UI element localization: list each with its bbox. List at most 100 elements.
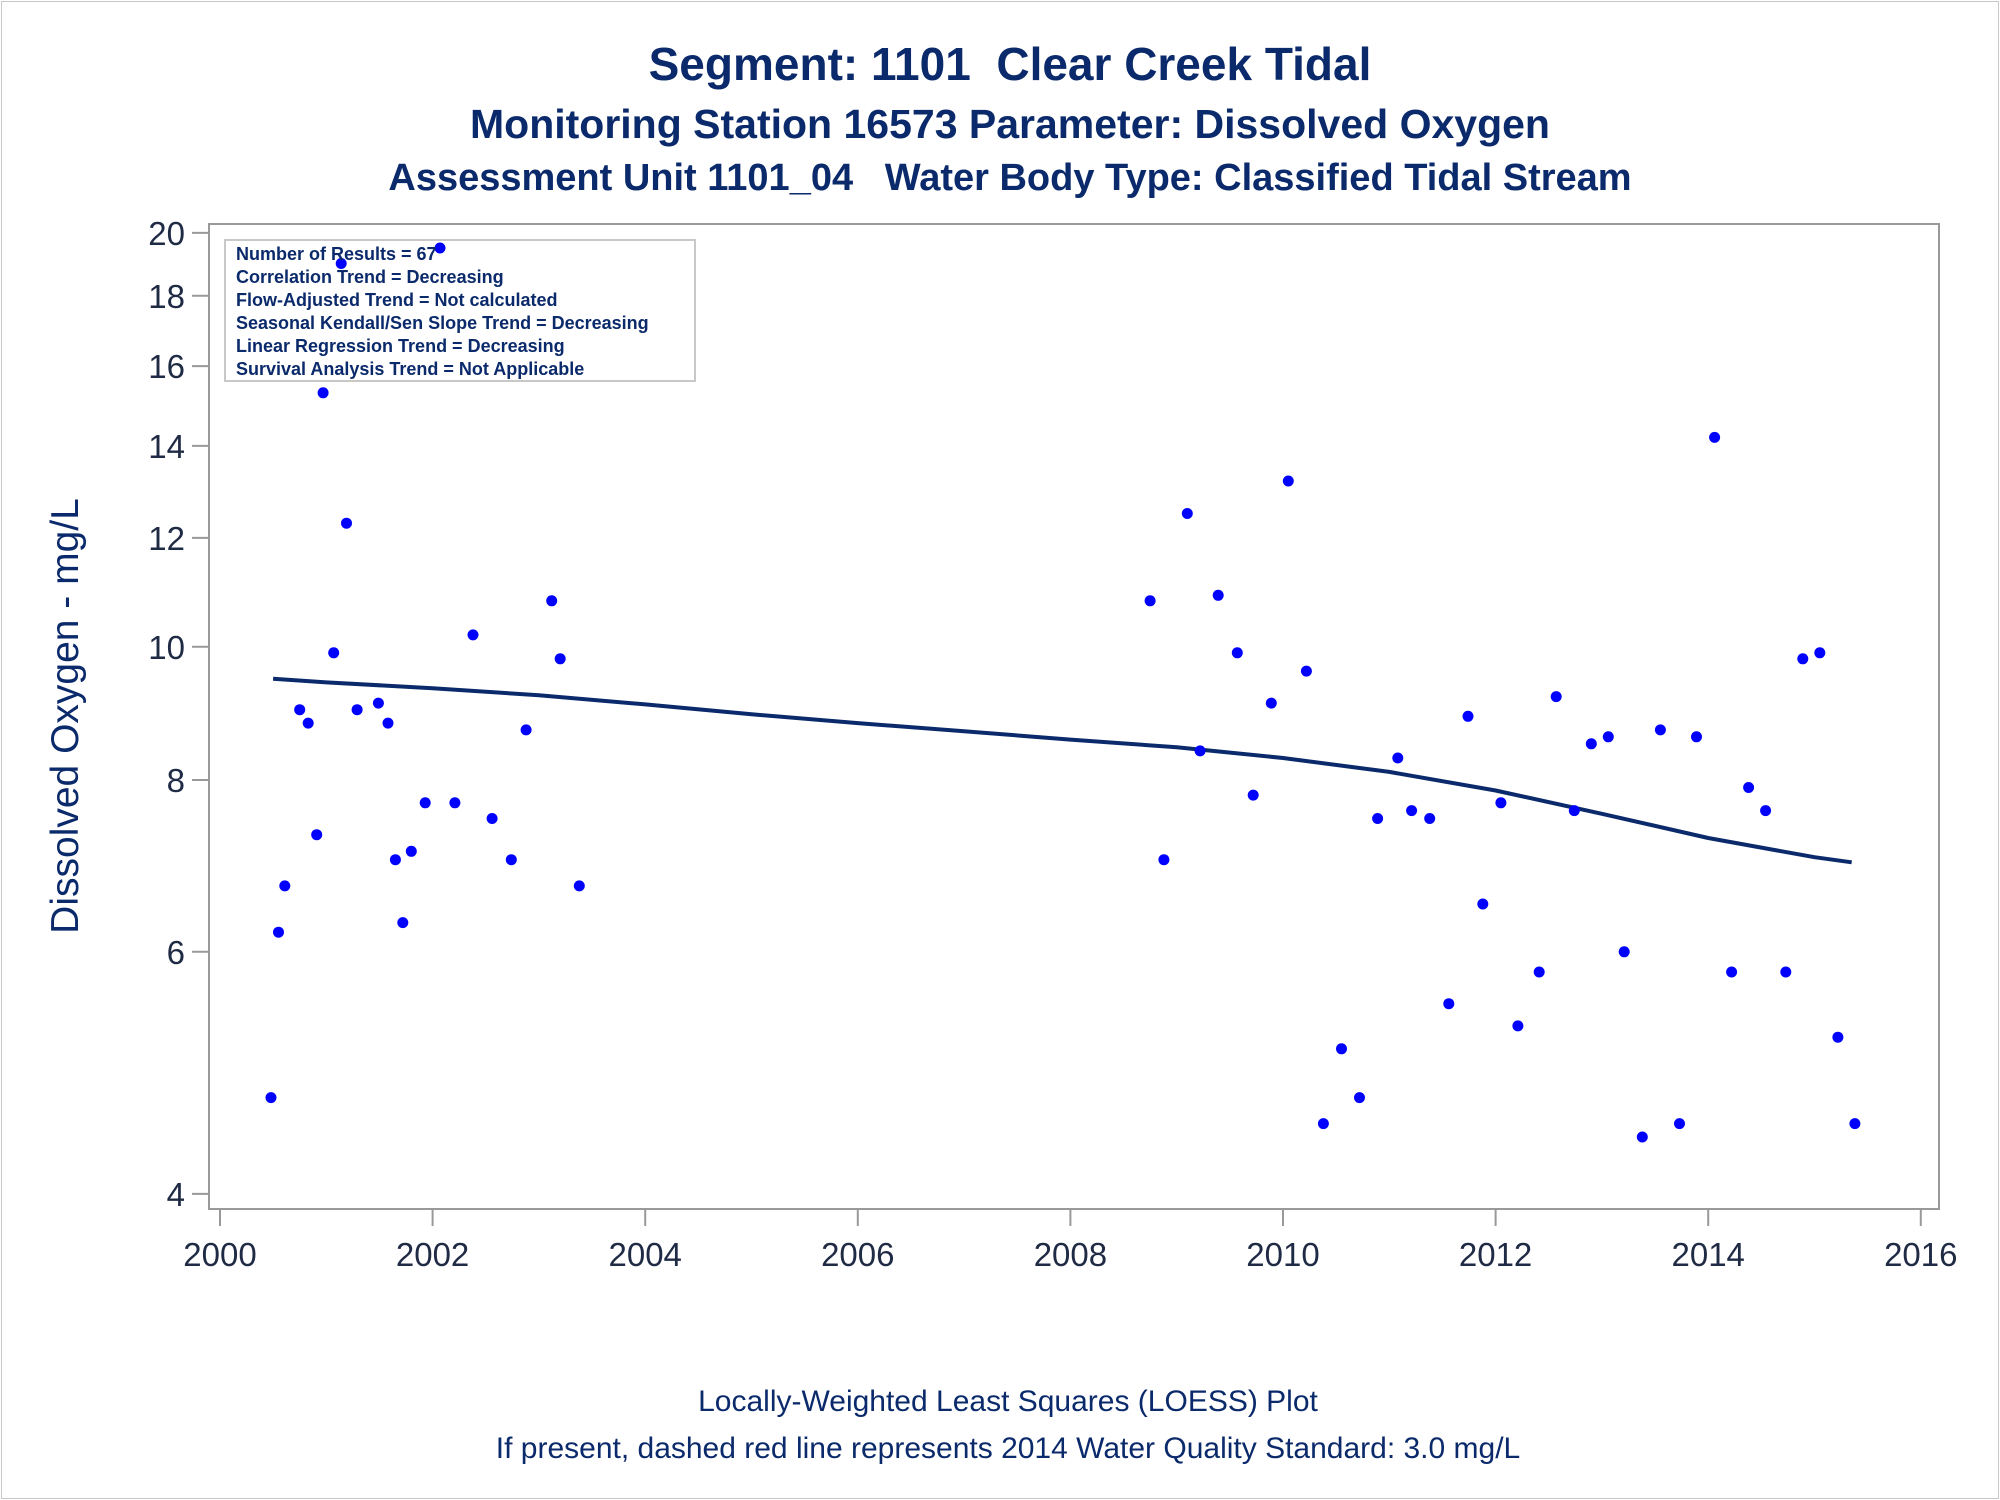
data-point xyxy=(1602,731,1614,743)
data-point xyxy=(1512,1020,1524,1032)
data-point xyxy=(1265,697,1277,709)
x-tick-label: 2010 xyxy=(1246,1236,1319,1273)
data-point xyxy=(1477,898,1489,910)
inset-line-flow: Flow-Adjusted Trend = Not calculated xyxy=(236,290,558,310)
data-point xyxy=(1585,738,1597,750)
x-tick-label: 2008 xyxy=(1034,1236,1107,1273)
data-point xyxy=(335,258,347,269)
data-point xyxy=(294,704,306,716)
y-tick-label: 10 xyxy=(148,629,185,666)
data-point xyxy=(1832,1031,1844,1043)
inset-line-correlation: Correlation Trend = Decreasing xyxy=(236,267,504,287)
data-point xyxy=(328,647,340,659)
data-point xyxy=(1247,789,1259,801)
data-point xyxy=(311,829,323,841)
data-point xyxy=(520,724,532,736)
data-point xyxy=(1462,710,1474,722)
data-point xyxy=(1354,1092,1365,1104)
data-point xyxy=(1495,797,1507,809)
y-tick-label: 20 xyxy=(148,215,185,252)
y-tick-label: 16 xyxy=(148,348,185,385)
chart-subtitle-2: Assessment Unit 1101_04 Water Body Type:… xyxy=(388,157,1631,199)
data-point xyxy=(1181,508,1193,519)
x-tick-label: 2002 xyxy=(396,1236,469,1273)
data-point xyxy=(351,704,363,716)
data-point xyxy=(1194,745,1206,757)
data-point xyxy=(419,797,431,809)
data-point xyxy=(1550,691,1562,703)
data-point xyxy=(1443,998,1455,1010)
data-point xyxy=(546,595,558,607)
data-point xyxy=(1814,647,1826,659)
data-point xyxy=(1317,1118,1329,1130)
data-point xyxy=(1300,665,1312,677)
footnote-loess: Locally-Weighted Least Squares (LOESS) P… xyxy=(698,1385,1318,1418)
data-point xyxy=(1533,966,1545,978)
stats-inset-box xyxy=(224,239,696,382)
data-point xyxy=(434,242,446,254)
data-point xyxy=(1158,854,1170,866)
x-tick-label: 2006 xyxy=(821,1236,894,1273)
inset-line-results: Number of Results = 67 xyxy=(236,244,437,264)
loess-layer xyxy=(272,676,1852,865)
footnote-standard: If present, dashed red line represents 2… xyxy=(496,1432,1520,1465)
data-point xyxy=(1406,805,1418,817)
inset-line-survival: Survival Analysis Trend = Not Applicable xyxy=(236,359,584,379)
data-point xyxy=(265,1092,277,1104)
data-point xyxy=(1709,431,1721,443)
data-point xyxy=(1636,1131,1648,1143)
y-axis-ticks: 4 6 8 10 12 14 16 18 20 xyxy=(148,215,209,1213)
y-tick-label: 12 xyxy=(148,520,185,557)
data-point xyxy=(397,917,409,929)
inset-line-seasonal: Seasonal Kendall/Sen Slope Trend = Decre… xyxy=(236,313,649,333)
y-tick-label: 8 xyxy=(167,762,185,799)
data-point xyxy=(389,854,401,866)
data-point xyxy=(382,717,394,729)
data-point xyxy=(1691,731,1702,743)
y-tick-label: 18 xyxy=(148,278,185,315)
inset-line-regression: Linear Regression Trend = Decreasing xyxy=(236,336,565,356)
x-tick-label: 2016 xyxy=(1884,1236,1957,1273)
data-point xyxy=(302,717,314,729)
data-point xyxy=(273,926,284,938)
data-point xyxy=(467,629,479,641)
data-point xyxy=(1654,724,1666,736)
data-point xyxy=(1336,1043,1347,1055)
plot-area xyxy=(208,223,1940,1210)
data-point xyxy=(1618,946,1630,958)
data-point xyxy=(554,653,566,665)
data-point xyxy=(1144,595,1156,607)
data-point xyxy=(486,813,498,824)
data-point xyxy=(317,387,329,399)
data-point xyxy=(1849,1118,1861,1130)
data-point xyxy=(1797,653,1809,665)
y-tick-label: 14 xyxy=(148,428,185,465)
points-layer xyxy=(265,242,1861,1143)
data-point xyxy=(372,697,384,709)
y-axis-label: Dissolved Oxygen - mg/L xyxy=(44,498,87,934)
data-point xyxy=(1674,1118,1685,1130)
data-point xyxy=(405,845,417,857)
x-axis-ticks: 2000 2002 2004 2006 2008 2010 2012 2014 2016 xyxy=(183,1209,1958,1273)
y-tick-label: 6 xyxy=(167,934,185,971)
data-point xyxy=(1392,752,1404,764)
chart-subtitle: Monitoring Station 16573 Parameter: Diss… xyxy=(470,101,1550,147)
data-point xyxy=(1372,813,1384,824)
x-tick-label: 2012 xyxy=(1459,1236,1532,1273)
stats-inset: Number of Results = 67 Correlation Trend… xyxy=(224,239,696,382)
x-tick-label: 2000 xyxy=(183,1236,256,1273)
chart-title: Segment: 1101 Clear Creek Tidal xyxy=(649,38,1372,90)
data-point xyxy=(341,517,352,529)
data-point xyxy=(1726,966,1738,978)
data-point xyxy=(1743,782,1755,793)
y-tick-label: 4 xyxy=(167,1176,185,1213)
data-point xyxy=(1212,589,1224,601)
data-point xyxy=(449,797,461,809)
data-point xyxy=(279,880,291,892)
x-tick-label: 2004 xyxy=(608,1236,681,1273)
data-point xyxy=(1760,805,1772,817)
data-point xyxy=(1568,805,1580,817)
loess-curve xyxy=(272,676,1852,865)
